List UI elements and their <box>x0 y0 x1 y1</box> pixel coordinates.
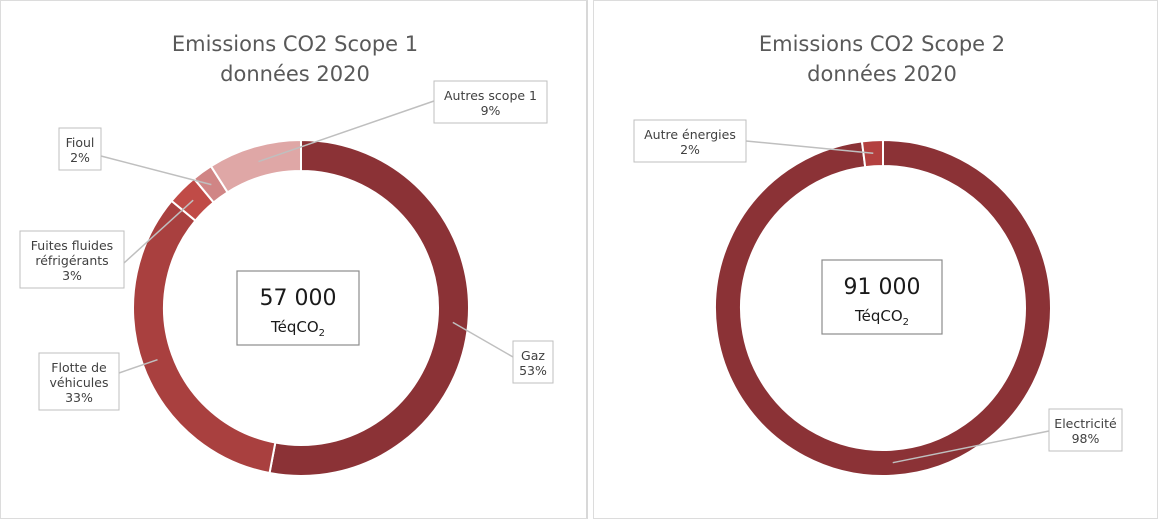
leader-line-fuites-fluides-refrigerants <box>123 199 194 264</box>
center-unit-text: TéqCO <box>270 318 319 336</box>
slice-category-label: Electricité <box>1054 416 1117 431</box>
slice-percent-label: 98% <box>1072 431 1100 446</box>
chart-title-line1: Emissions CO2 Scope 2 <box>759 32 1005 56</box>
chart-panel-scope2: Emissions CO2 Scope 2 données 2020 Elect… <box>593 0 1158 519</box>
center-total-unit: TéqCO2 <box>270 318 325 339</box>
center-total-value: 91 000 <box>844 275 921 300</box>
slice-label-box <box>433 80 548 124</box>
center-unit-text: TéqCO <box>854 307 903 325</box>
leader-line-fioul <box>100 155 212 186</box>
center-unit-subscript: 2 <box>319 328 325 339</box>
center-total-box <box>236 270 360 346</box>
slice-label-box <box>633 119 747 163</box>
donut-chart-scope1: Emissions CO2 Scope 1 données 2020 Gaz53… <box>19 32 554 477</box>
slice-label-box <box>512 340 554 384</box>
slice-autres-scope-1 <box>209 138 302 194</box>
center-total-unit: TéqCO2 <box>854 307 909 328</box>
slice-label-box <box>38 352 120 411</box>
slice-gaz <box>268 138 470 477</box>
slice-category-label: Autre énergies <box>644 127 736 142</box>
slice-category-label: réfrigérants <box>35 253 108 268</box>
chart-title-line1: Emissions CO2 Scope 1 <box>172 32 418 56</box>
slice-percent-label: 3% <box>62 268 82 283</box>
slice-label-box <box>19 230 125 289</box>
slice-percent-label: 2% <box>680 142 700 157</box>
center-unit-subscript: 2 <box>903 317 909 328</box>
slice-category-label: Fioul <box>66 135 95 150</box>
slice-label-box <box>1048 408 1123 452</box>
slice-category-label: Fuites fluides <box>31 238 113 253</box>
leader-line-gaz <box>452 321 514 358</box>
slice-percent-label: 2% <box>70 150 90 165</box>
donut-chart-scope2: Emissions CO2 Scope 2 données 2020 Elect… <box>633 32 1123 477</box>
chart-title-line2: données 2020 <box>220 62 370 86</box>
slice-category-label: Autres scope 1 <box>444 88 537 103</box>
slice-percent-label: 33% <box>65 390 93 405</box>
center-total-value: 57 000 <box>260 286 337 311</box>
leader-line-electricite <box>892 430 1050 464</box>
center-total-box <box>821 259 943 335</box>
leader-line-autres-scope-1 <box>258 100 435 163</box>
slice-category-label: Gaz <box>521 348 545 363</box>
slice-label-box <box>58 127 102 171</box>
chart-title-line2: données 2020 <box>807 62 957 86</box>
leader-line-autre-energies <box>745 140 874 155</box>
slice-category-label: véhicules <box>50 375 109 390</box>
slice-percent-label: 9% <box>481 103 501 118</box>
slice-category-label: Flotte de <box>51 360 107 375</box>
leader-line-flotte-de-vehicules <box>118 358 158 374</box>
slice-percent-label: 53% <box>519 363 547 378</box>
chart-panel-scope1: Emissions CO2 Scope 1 données 2020 Gaz 53… <box>0 0 588 519</box>
slice-electricite <box>714 138 1052 477</box>
